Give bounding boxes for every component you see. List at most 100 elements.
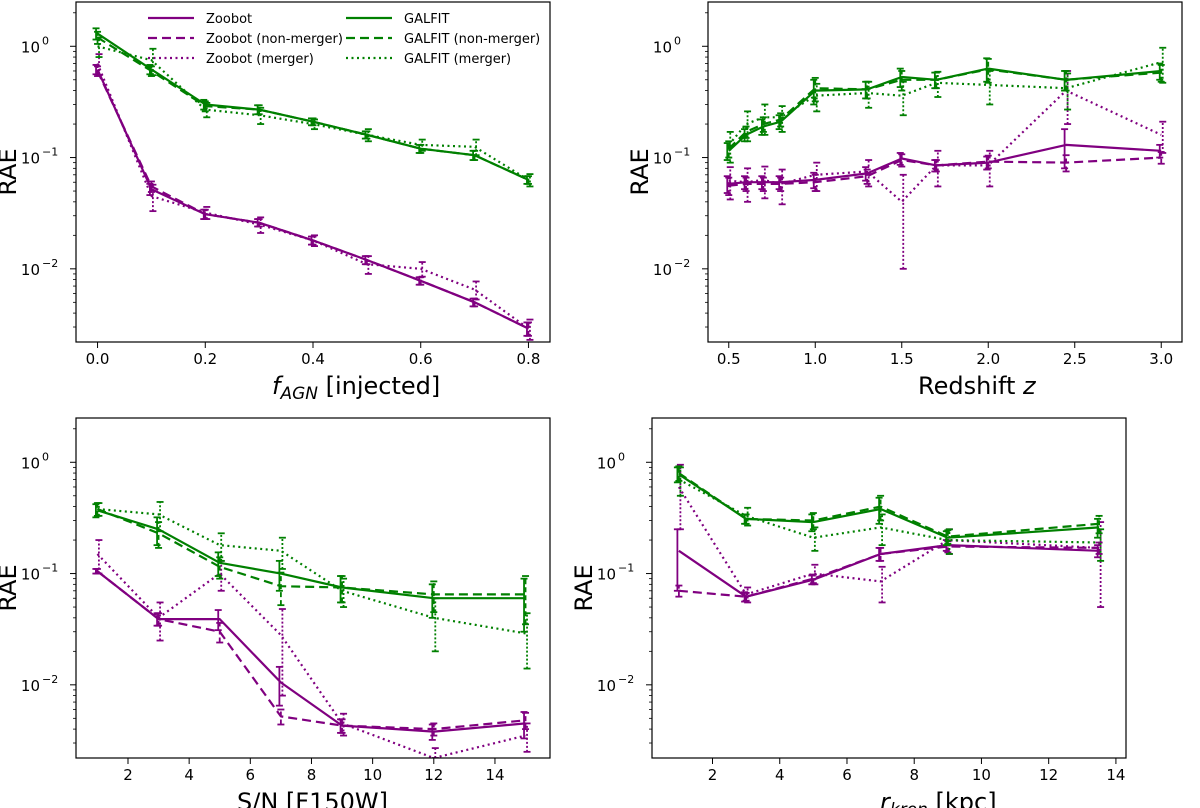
- error-bar: [216, 622, 224, 644]
- series-line: [728, 156, 1162, 187]
- error-bar: [472, 138, 480, 157]
- x-tick-label: 6: [842, 766, 852, 784]
- error-bar: [675, 584, 683, 598]
- error-bar: [673, 528, 681, 592]
- x-tick-label: 8: [307, 766, 317, 784]
- y-tick-exponent: 0: [42, 450, 49, 463]
- error-bar: [934, 149, 942, 188]
- legend-label: Zoobot: [206, 12, 252, 27]
- error-bar: [430, 580, 438, 614]
- plot-frame: [75, 1, 551, 343]
- error-bar: [522, 711, 530, 731]
- legend-label: Zoobot (non-merger): [206, 32, 343, 47]
- y-tick-label: 10: [21, 566, 40, 584]
- x-tick-label: 3.0: [1149, 350, 1173, 368]
- x-tick-label: 4: [184, 766, 194, 784]
- y-tick-exponent: −2: [42, 673, 58, 686]
- legend-label: Zoobot (merger): [206, 52, 314, 67]
- series-line: [97, 507, 526, 635]
- error-bar: [524, 321, 532, 337]
- series-zoobot-dashed: [94, 65, 532, 337]
- x-axis-label-subscript: kron: [890, 800, 928, 808]
- series-galfit-solid: [673, 466, 1102, 547]
- y-tick-exponent: −2: [674, 257, 690, 270]
- error-bar: [340, 712, 348, 737]
- series-galfit-dotted: [726, 46, 1167, 164]
- error-bar: [257, 216, 265, 234]
- x-axis-label-subscript: AGN: [279, 384, 318, 404]
- error-bar: [149, 183, 157, 213]
- error-bar: [761, 165, 769, 200]
- error-bar: [899, 173, 907, 270]
- error-bar: [675, 465, 683, 482]
- y-tick-exponent: −2: [42, 257, 58, 270]
- legend-label: GALFIT (merger): [404, 52, 511, 67]
- x-tick-label: 10: [972, 766, 991, 784]
- error-bar: [526, 318, 534, 341]
- error-bar: [813, 82, 821, 113]
- x-axis-label: S/N [F150W]: [237, 788, 388, 808]
- error-bar: [899, 80, 907, 117]
- error-bar: [878, 513, 886, 547]
- y-tick-label: 10: [653, 38, 672, 56]
- error-bar: [430, 722, 438, 737]
- error-bar: [338, 575, 346, 604]
- y-tick-exponent: 0: [42, 34, 49, 47]
- x-tick-label: 2: [123, 766, 133, 784]
- legend: Zoobot Zoobot (non-merger) Zoobot (merger)…: [148, 12, 540, 67]
- error-bar: [472, 280, 480, 301]
- x-axis-label-unit: [kpc]: [928, 788, 997, 808]
- error-bar: [257, 106, 265, 125]
- error-bar: [156, 501, 164, 533]
- error-bar: [744, 167, 752, 203]
- y-tick-label: 10: [21, 454, 40, 472]
- series-line: [96, 36, 529, 181]
- error-bar: [524, 175, 532, 185]
- x-axis-label: fAGN [injected]: [272, 372, 440, 404]
- x-tick-label: 0.5: [717, 350, 741, 368]
- error-bar: [277, 708, 285, 726]
- y-tick-label: 10: [653, 150, 672, 168]
- error-bar: [95, 36, 103, 58]
- series-line: [678, 478, 1100, 544]
- x-tick-label: 1.0: [803, 350, 827, 368]
- error-bar: [311, 234, 318, 248]
- y-tick-exponent: 0: [674, 34, 681, 47]
- error-bar: [778, 168, 786, 206]
- error-bar: [311, 118, 318, 131]
- x-tick-label: 0.6: [409, 350, 433, 368]
- error-bar: [1159, 46, 1167, 84]
- chart-panel-rkron: 10−210−11002468101214RAErkron [kpc]: [570, 417, 1127, 808]
- error-bar: [986, 149, 994, 188]
- y-tick-label: 10: [21, 38, 40, 56]
- x-tick-label: 0.0: [86, 350, 110, 368]
- y-tick-label: 10: [21, 261, 40, 279]
- x-tick-label: 6: [246, 766, 256, 784]
- error-bar: [522, 575, 530, 626]
- y-tick-label: 10: [597, 454, 616, 472]
- error-bar: [761, 103, 769, 136]
- error-bar: [811, 526, 819, 552]
- x-axis-label-variable: z: [1022, 372, 1037, 400]
- series-line: [728, 143, 1162, 185]
- error-bar: [340, 577, 348, 608]
- error-bar: [1097, 528, 1105, 562]
- error-bar: [1159, 120, 1167, 154]
- y-tick-label: 10: [653, 261, 672, 279]
- error-bar: [1064, 72, 1072, 111]
- error-bar: [811, 563, 819, 586]
- series-zoobot-dotted: [95, 53, 534, 341]
- data-series-group: [723, 46, 1167, 270]
- series-line: [678, 473, 1100, 539]
- x-tick-label: 1.5: [890, 350, 914, 368]
- x-tick-label: 4: [775, 766, 785, 784]
- x-axis-label: Redshift z: [918, 372, 1037, 400]
- series-line: [728, 89, 1162, 203]
- y-tick-exponent: −1: [618, 562, 634, 575]
- error-bar: [523, 612, 531, 670]
- error-bar: [778, 105, 786, 133]
- error-bar: [523, 321, 531, 337]
- plot-frame: [707, 1, 1183, 343]
- series-zoobot-solid: [92, 64, 531, 337]
